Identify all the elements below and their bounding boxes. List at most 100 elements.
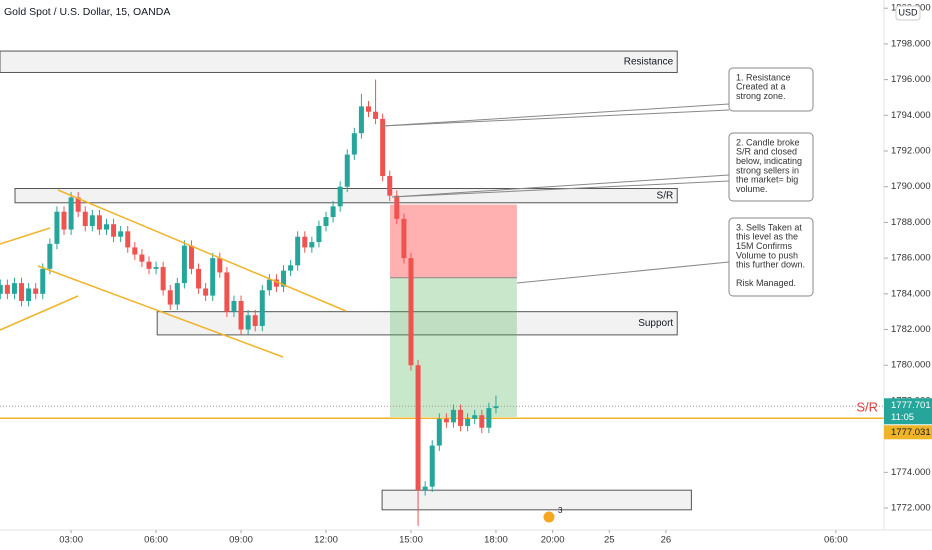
candle-body: [167, 290, 173, 305]
candle-body: [302, 236, 308, 248]
channel-line: [0, 295, 79, 331]
candle-body: [373, 111, 379, 119]
candle-body: [380, 118, 386, 177]
candle-body: [89, 215, 95, 226]
candle-body: [316, 225, 322, 243]
x-tick-label: 18:00: [484, 535, 508, 546]
candle-body: [139, 254, 145, 262]
candle-body: [358, 106, 364, 134]
connector: [391, 174, 730, 198]
candle-body: [238, 300, 244, 330]
zone: [156, 311, 678, 336]
candle-body: [125, 231, 131, 248]
axis-labels: 1772.0001774.0001776.0001778.0001780.000…: [59, 3, 932, 546]
candle-body: [288, 265, 294, 271]
y-tick-label: 1798.000: [891, 38, 931, 49]
channel-line: [0, 227, 51, 245]
y-tick-label: 1790.000: [891, 181, 931, 192]
candle-body: [33, 288, 39, 294]
candle-body: [458, 409, 464, 426]
candle-body: [82, 211, 88, 226]
candle-body: [408, 258, 414, 366]
note-line: this level as the: [736, 232, 798, 242]
candle-body: [111, 224, 117, 237]
candle-body: [472, 415, 478, 419]
note-box: [728, 67, 814, 112]
candle-body: [429, 445, 435, 487]
y-tick-label: 1792.000: [891, 146, 931, 157]
candle-body: [11, 283, 17, 294]
candle-body: [252, 315, 258, 326]
plot-area: Resistance S/R Support S/R 3: [0, 50, 884, 526]
note-line: Created at a: [736, 82, 786, 92]
candle-body: [217, 258, 223, 273]
candle-body: [224, 272, 230, 312]
candle-body: [160, 267, 166, 291]
x-tick-label: 25: [604, 535, 615, 546]
x-tick-label: 15:00: [399, 535, 423, 546]
note-line: 2. Candle broke: [736, 137, 800, 147]
note-line: below, indicating: [736, 156, 802, 166]
candle-body: [443, 418, 449, 423]
note-box: [728, 132, 814, 202]
connector: [381, 109, 730, 127]
candle-body: [210, 258, 216, 296]
note-box: [728, 217, 814, 297]
note-line: Volume to push: [736, 250, 798, 260]
candle-body: [146, 261, 152, 269]
channel-line: [37, 265, 284, 358]
candle-body: [118, 231, 124, 237]
candle-body: [295, 236, 301, 266]
candle-body: [103, 224, 109, 230]
candle-body: [486, 408, 492, 428]
chart-title: Gold Spot / U.S. Dollar, 15, OANDA: [4, 6, 170, 18]
candle-body: [387, 176, 393, 196]
zone: [381, 489, 692, 511]
note-line: this further down.: [736, 260, 805, 270]
level-label: S/R: [856, 400, 878, 415]
connector: [516, 261, 730, 284]
candle-body: [436, 418, 442, 446]
note-line: 15M Confirms: [736, 241, 793, 251]
candle-body: [153, 267, 159, 269]
note-line: strong sellers in: [736, 165, 799, 175]
candle-body: [266, 279, 272, 291]
candle-body: [0, 284, 3, 294]
candle-body: [450, 409, 456, 423]
candle-body: [96, 215, 102, 230]
price-axis: [884, 0, 932, 530]
candle-body: [259, 290, 265, 326]
currency-badge: [895, 5, 921, 21]
y-tick-label: 1784.000: [891, 288, 931, 299]
x-tick-label: 26: [661, 535, 672, 546]
zone-label: Resistance: [624, 56, 674, 67]
candle-body: [422, 486, 428, 491]
candle-body: [365, 106, 371, 112]
candle-body: [68, 197, 74, 230]
candle-body: [493, 406, 499, 409]
zone-label: S/R: [657, 190, 674, 201]
y-tick-label: 1782.000: [891, 324, 931, 335]
note-line: volume.: [736, 184, 768, 194]
zone: [0, 50, 678, 73]
candle-body: [394, 195, 400, 219]
candle-body: [19, 283, 25, 301]
x-tick-label: 06:00: [144, 535, 168, 546]
countdown: 11:05: [891, 412, 914, 423]
candle-body: [26, 288, 32, 301]
candle-body: [75, 197, 81, 212]
candle-body: [132, 247, 138, 255]
note-line: strong zone.: [736, 91, 786, 101]
note-footer: Risk Managed.: [736, 278, 796, 288]
candle-body: [245, 315, 251, 330]
level-tag: [884, 425, 932, 440]
note-line: S/R and closed: [736, 147, 797, 157]
y-tick-label: 1772.000: [891, 503, 931, 514]
x-tick-label: 03:00: [59, 535, 83, 546]
y-tick-label: 1788.000: [891, 217, 931, 228]
event-icon: [542, 510, 556, 524]
candle-body: [4, 284, 10, 294]
